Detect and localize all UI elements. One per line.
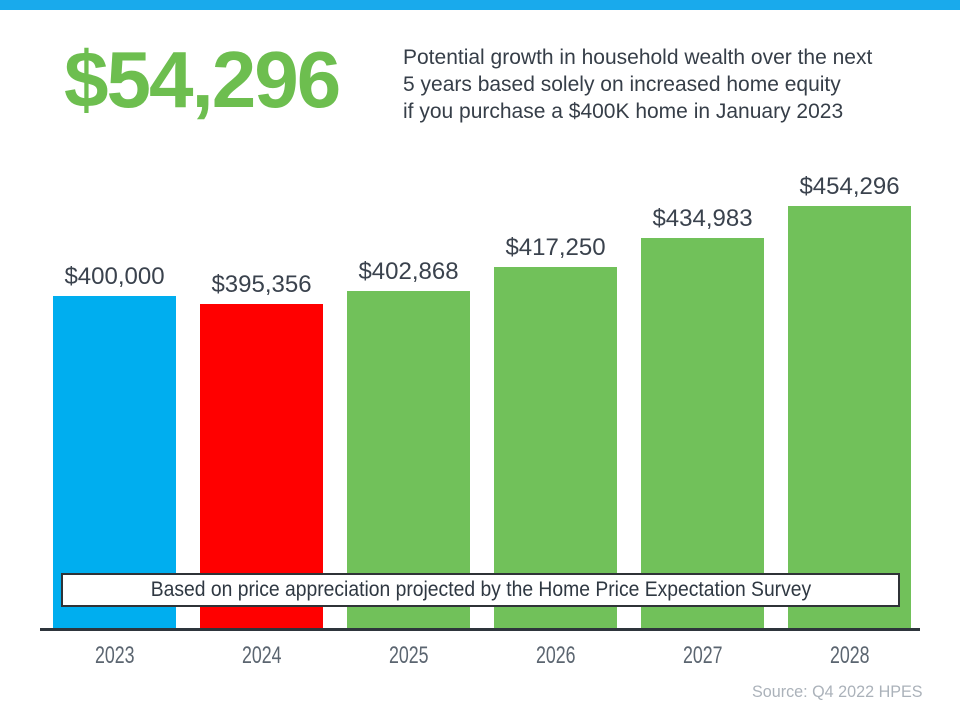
bar-value-label-2026: $417,250 <box>505 234 606 261</box>
bar-value-label-2028: $454,296 <box>799 173 900 200</box>
description-line-3: if you purchase a $400K home in January … <box>403 100 844 123</box>
x-axis-label-2028: 2028 <box>829 642 870 669</box>
bar-2028 <box>788 206 911 630</box>
bar-value-label-2024: $395,356 <box>211 271 312 298</box>
bar-2027 <box>641 238 764 630</box>
x-axis-label-2025: 2025 <box>388 642 429 669</box>
x-axis-label-2027: 2027 <box>682 642 723 669</box>
bar-value-label-2027: $434,983 <box>652 205 753 232</box>
x-axis-label-2023: 2023 <box>94 642 135 669</box>
bar-2026 <box>494 267 617 630</box>
bar-value-label-2023: $400,000 <box>64 263 165 290</box>
annotation-banner-text: Based on price appreciation projected by… <box>150 578 811 601</box>
source-caption: Source: Q4 2022 HPES <box>743 682 923 702</box>
source-caption-text: Source: Q4 2022 HPES <box>752 682 923 701</box>
bar-value-label-2025: $402,868 <box>358 258 459 285</box>
x-axis-label-2024: 2024 <box>241 642 282 669</box>
headline-value: $54,296 <box>64 35 341 124</box>
chart-description: Potential growth in household wealth ove… <box>403 44 872 125</box>
description-line-2: 5 years based solely on increased home e… <box>403 73 841 96</box>
annotation-banner: Based on price appreciation projected by… <box>61 573 900 607</box>
x-axis-label-2026: 2026 <box>535 642 576 669</box>
description-line-1: Potential growth in household wealth ove… <box>403 46 873 69</box>
x-axis-line <box>40 628 920 631</box>
top-accent-bar <box>0 0 960 10</box>
